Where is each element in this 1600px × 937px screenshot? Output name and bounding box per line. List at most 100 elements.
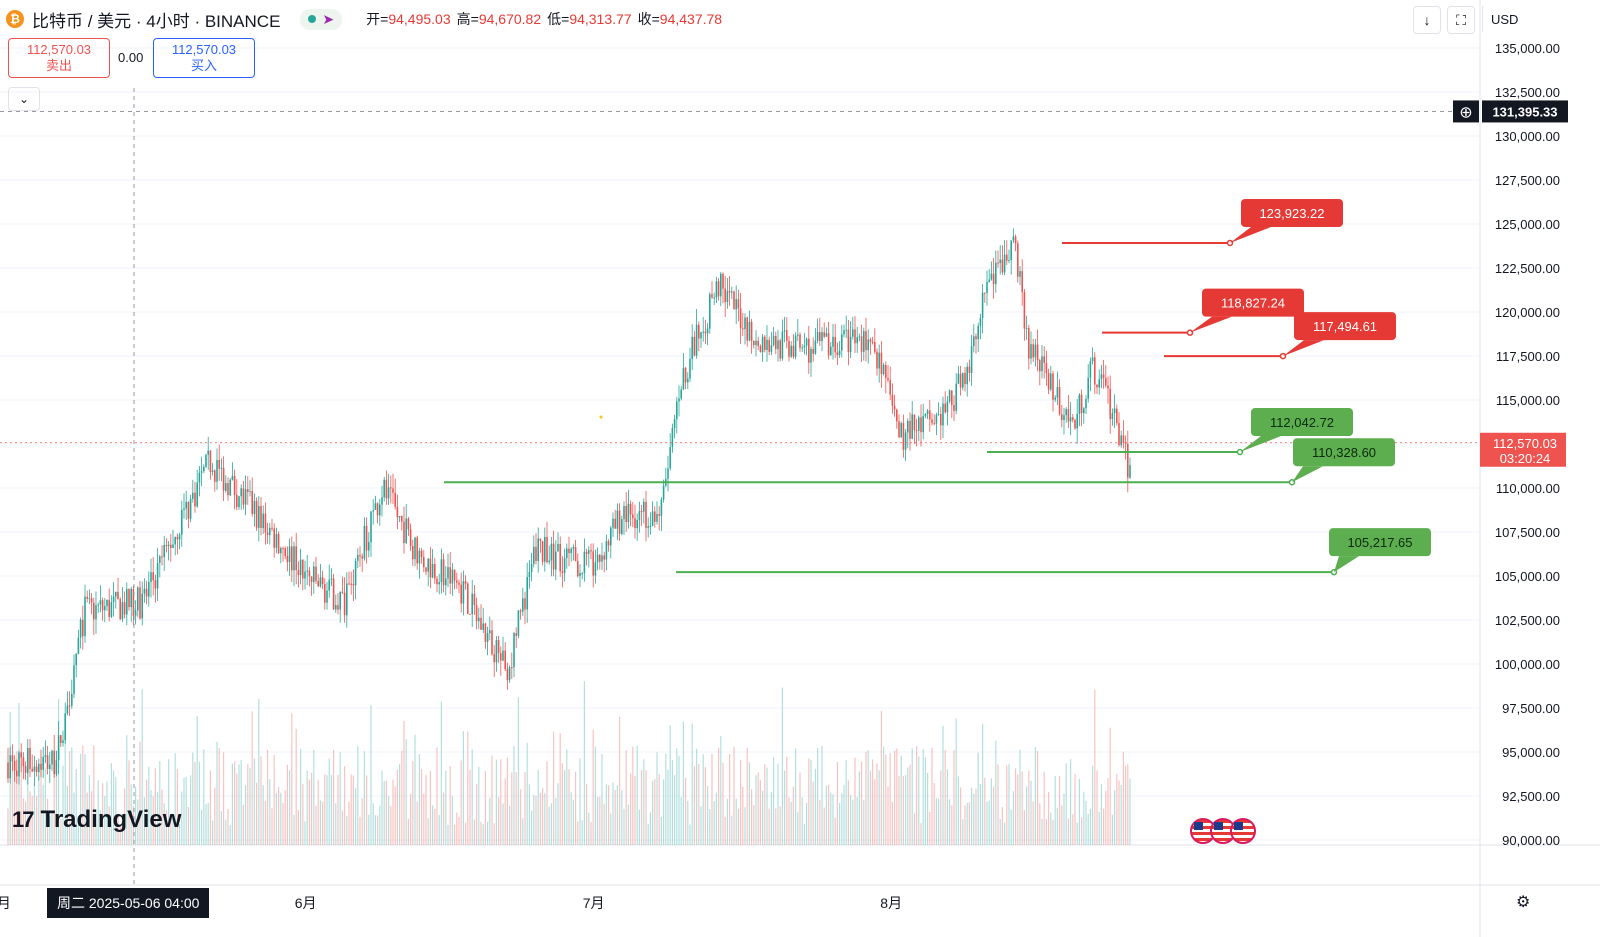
candle-body: [953, 404, 955, 411]
candle-body: [11, 755, 14, 762]
volume-bar: [414, 734, 416, 845]
volume-bar: [1070, 759, 1072, 845]
support-price-label: 110,328.60: [1312, 445, 1376, 460]
candle-body: [145, 588, 148, 597]
volume-bar: [548, 806, 550, 845]
candle-body: [643, 501, 645, 512]
volume-bar: [792, 786, 794, 845]
symbol-title[interactable]: 比特币 / 美元 · 4小时 · BINANCE: [32, 11, 281, 31]
candle-body: [396, 506, 399, 518]
volume-bar: [187, 807, 189, 845]
candle-body: [401, 515, 403, 522]
volume-bar: [212, 820, 214, 845]
candle-body: [24, 766, 27, 773]
candle-body: [511, 667, 513, 669]
candle-body: [484, 623, 487, 642]
volume-bar: [861, 761, 863, 845]
volume-bar: [693, 766, 695, 845]
candle-body: [275, 533, 278, 548]
candle-body: [530, 563, 533, 573]
volume-bar: [696, 748, 698, 845]
candle-body: [229, 479, 231, 496]
volume-bar: [359, 816, 361, 845]
sell-button[interactable]: 112,570.03 卖出: [8, 38, 110, 78]
volume-bar: [1096, 770, 1098, 845]
candle-body: [777, 340, 779, 350]
candle-body: [1113, 408, 1116, 414]
candle-body: [722, 273, 724, 289]
volume-bar: [1054, 776, 1056, 845]
candle-body: [588, 550, 590, 554]
ohlc-value: 94,495.03: [388, 11, 451, 27]
fullscreen-icon[interactable]: ⛶: [1447, 6, 1475, 34]
market-status[interactable]: ➤: [300, 8, 343, 30]
volume-bar: [1039, 803, 1041, 845]
candle-body: [216, 459, 218, 482]
volume-bar: [977, 752, 979, 845]
candle-body: [810, 348, 812, 363]
candle-body: [156, 563, 159, 589]
us-flag-icon[interactable]: [1230, 818, 1256, 844]
volume-bar: [616, 785, 618, 845]
buy-button[interactable]: 112,570.03 买入: [153, 38, 255, 78]
candle-body: [711, 294, 713, 298]
candle-body: [964, 372, 966, 385]
volume-bar: [898, 776, 900, 845]
volume-bar: [223, 752, 225, 845]
candle-body: [22, 757, 25, 767]
volume-bar: [366, 775, 368, 845]
tradingview-logo[interactable]: 17 TradingView: [12, 806, 181, 834]
candle-body: [203, 466, 205, 472]
download-icon[interactable]: ↓: [1413, 6, 1441, 34]
y-tick-label: 127,500.00: [1495, 173, 1560, 188]
candle-body: [436, 578, 438, 585]
candle-body: [108, 599, 110, 617]
volume-bar: [713, 801, 715, 845]
candle-body: [561, 571, 564, 574]
candle-body: [354, 560, 357, 586]
share-icon[interactable]: ➤: [322, 10, 335, 27]
last-price-tag: [1480, 432, 1566, 467]
y-tick-label: 125,000.00: [1495, 217, 1560, 232]
volume-bar: [720, 735, 722, 845]
volume-bar: [286, 764, 288, 845]
volume-bar: [1008, 763, 1010, 845]
economic-events[interactable]: [1190, 818, 1256, 844]
candle-body: [383, 479, 385, 498]
settings-gear-icon[interactable]: ⚙: [1516, 894, 1531, 911]
candle-body: [328, 579, 330, 591]
candle-body: [920, 417, 922, 433]
collapse-legend-button[interactable]: ⌄: [8, 87, 40, 111]
volume-bar: [887, 786, 889, 845]
candle-body: [691, 336, 693, 359]
currency-selector[interactable]: USD: [1482, 6, 1600, 32]
candle-body: [1074, 420, 1076, 429]
candle-body: [64, 713, 66, 741]
volume-bar: [777, 763, 779, 845]
candle-body: [121, 602, 124, 620]
volume-bar: [1114, 790, 1116, 845]
candle-body: [352, 583, 355, 586]
volume-bar: [311, 772, 313, 845]
volume-bar: [643, 759, 645, 845]
candle-body: [266, 532, 269, 536]
symbol-header[interactable]: ₿ 比特币 / 美元 · 4小时 · BINANCE ➤ 开=94,495.03…: [6, 6, 722, 32]
volume-bar: [746, 747, 748, 845]
candle-body: [871, 341, 874, 343]
candle-body: [568, 548, 570, 554]
candle-body: [834, 336, 836, 353]
candle-body: [207, 450, 209, 455]
candle-body: [858, 336, 861, 338]
candle-body: [429, 558, 432, 578]
candle-body: [1061, 414, 1063, 420]
market-open-dot-icon: [308, 15, 317, 23]
candle-body: [599, 554, 601, 562]
volume-bar: [11, 759, 13, 845]
volume-bar: [432, 805, 434, 845]
candle-body: [819, 332, 821, 342]
volume-bar: [66, 785, 68, 845]
volume-bar: [319, 800, 321, 845]
candle-body: [1089, 361, 1092, 378]
volume-bar: [220, 811, 222, 845]
